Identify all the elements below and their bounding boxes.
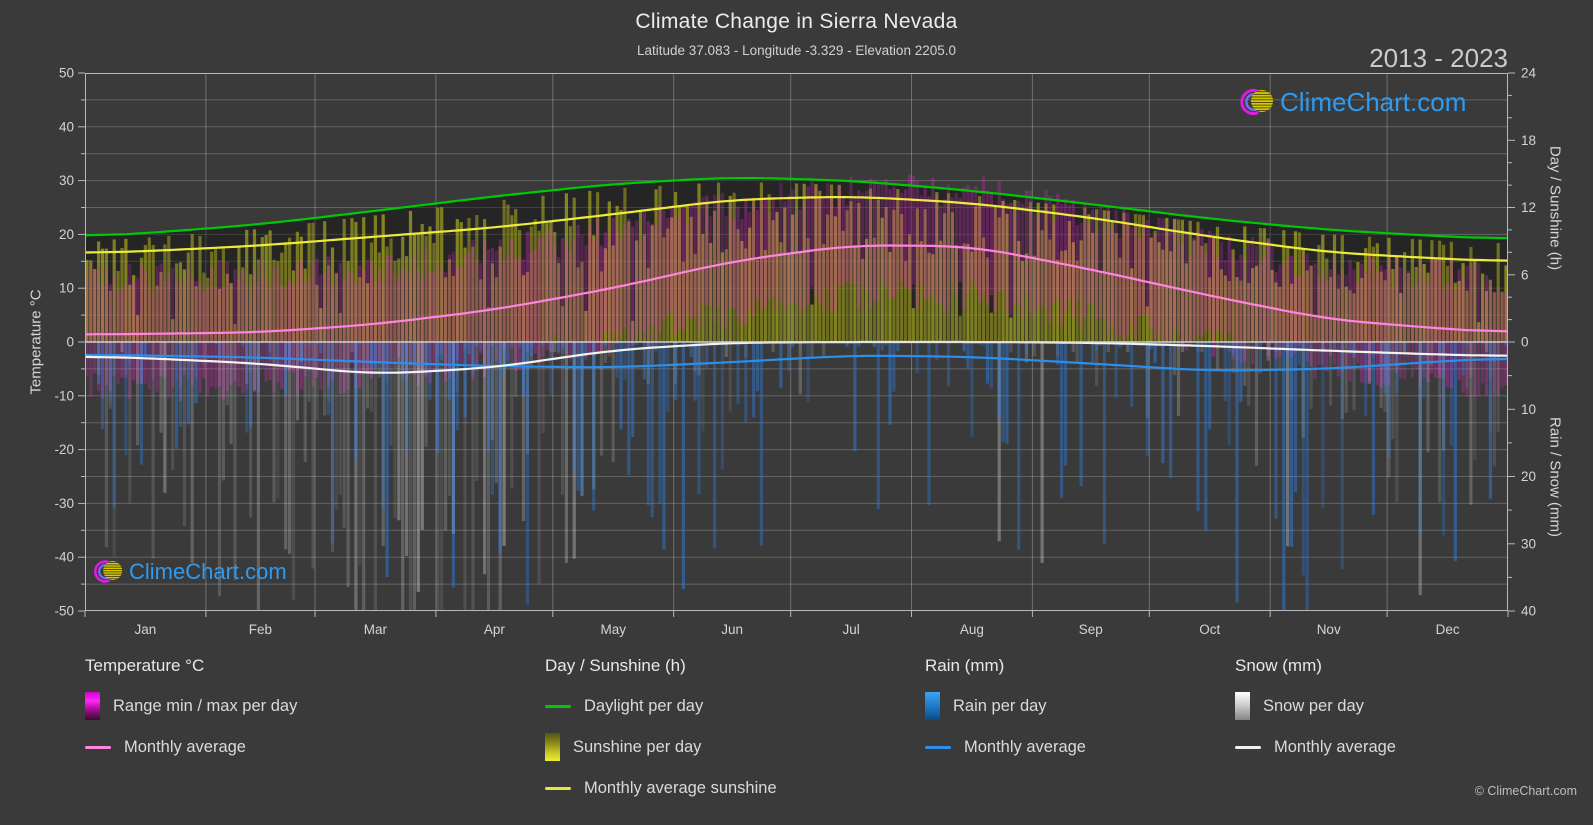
rain-daily-bars <box>97 342 1508 611</box>
rain-average-line <box>85 353 1508 372</box>
legend-item: Snow per day <box>1235 692 1396 720</box>
rain-swatch <box>925 692 940 720</box>
legend-item: Monthly average <box>85 733 297 761</box>
rain-average-line-swatch <box>925 745 951 749</box>
month-label: Jan <box>135 622 157 637</box>
legend-group-snow: Snow (mm) Snow per day Monthly average <box>1235 656 1396 774</box>
legend-item-label: Monthly average sunshine <box>584 778 777 797</box>
legend-item: Monthly average sunshine <box>545 774 777 802</box>
daylight-line-swatch <box>545 704 571 708</box>
climechart-logo-text: ClimeChart.com <box>129 558 287 584</box>
climechart-logo-top[interactable]: ClimeChart.com <box>1238 84 1466 120</box>
sunshine-tick-label: 24 <box>1521 66 1537 81</box>
legend-group-title: Rain (mm) <box>925 656 1005 675</box>
temperature-average-line <box>85 244 1508 336</box>
month-label: Sep <box>1079 622 1103 637</box>
legend-group-day-sunshine: Day / Sunshine (h) Daylight per day Suns… <box>545 656 777 815</box>
copyright-text: © ClimeChart.com <box>1474 784 1577 798</box>
temp-tick-label: 40 <box>59 119 74 134</box>
climate-plot: -50 -40 -30 -20 -10 0 10 20 30 40 50 24 18 12 6 0 10 20 30… <box>54 66 1536 638</box>
rain-snow-tick-label: 30 <box>1521 536 1536 551</box>
legend-item-label: Monthly average <box>124 737 246 756</box>
sunshine-tick-label: 18 <box>1521 133 1536 148</box>
legend-item: Sunshine per day <box>545 733 777 761</box>
chart-title: Climate Change in Sierra Nevada <box>635 10 958 33</box>
legend-group-title: Snow (mm) <box>1235 656 1322 675</box>
climechart-logo-icon <box>1240 89 1273 115</box>
legend-item-label: Rain per day <box>953 696 1047 715</box>
month-label: Feb <box>249 622 272 637</box>
month-label: Mar <box>364 622 388 637</box>
chart-subtitle: Latitude 37.083 - Longitude -3.329 - Ele… <box>637 43 956 58</box>
temp-tick-label: 20 <box>59 227 74 242</box>
legend-item-label: Sunshine per day <box>573 737 702 756</box>
climechart-logo-bottom[interactable]: ClimeChart.com <box>92 556 287 587</box>
day-sunshine-axis-title: Day / Sunshine (h) <box>1546 145 1564 271</box>
legend-item-label: Range min / max per day <box>113 696 298 715</box>
month-label: Aug <box>960 622 984 637</box>
snow-daily-bars <box>97 342 1500 611</box>
temp-tick-label: -10 <box>54 388 74 403</box>
legend-group-title: Temperature °C <box>85 656 205 675</box>
snow-swatch <box>1235 692 1250 720</box>
temp-range-swatch <box>85 692 100 720</box>
legend-item: Monthly average <box>925 733 1086 761</box>
legend-item: Daylight per day <box>545 692 777 720</box>
data-layer <box>85 174 1508 611</box>
sunshine-average-line <box>85 196 1508 262</box>
sunshine-swatch <box>545 733 560 761</box>
temp-average-line-swatch <box>85 745 111 749</box>
legend-item-label: Snow per day <box>1263 696 1364 715</box>
temp-tick-label: 0 <box>66 335 74 350</box>
month-label: May <box>601 622 627 637</box>
legend-group-rain: Rain (mm) Rain per day Monthly average <box>925 656 1086 774</box>
month-label: Oct <box>1199 622 1220 637</box>
legend-item-label: Daylight per day <box>584 696 704 715</box>
legend-group-temperature: Temperature °C Range min / max per day M… <box>85 656 297 774</box>
temp-tick-label: -40 <box>54 550 74 565</box>
legend-item-label: Monthly average <box>1274 737 1396 756</box>
legend: Temperature °C Range min / max per day M… <box>0 648 1593 808</box>
temp-tick-label: 50 <box>59 66 74 81</box>
legend-item: Range min / max per day <box>85 692 297 720</box>
axis-ticks <box>78 72 1515 617</box>
month-label: Jul <box>842 622 859 637</box>
sunshine-tick-label: 0 <box>1521 335 1529 350</box>
sunshine-tick-label: 12 <box>1521 200 1536 215</box>
rain-snow-tick-label: 20 <box>1521 469 1536 484</box>
plot-border <box>85 73 1508 611</box>
daylight-line <box>85 177 1508 240</box>
month-label: Dec <box>1436 622 1460 637</box>
rain-snow-tick-label: 40 <box>1521 604 1536 619</box>
sunshine-tick-label: 6 <box>1521 267 1529 282</box>
month-label: Nov <box>1317 622 1341 637</box>
snow-average-line-swatch <box>1235 745 1261 749</box>
legend-item: Monthly average <box>1235 733 1396 761</box>
legend-group-title: Day / Sunshine (h) <box>545 656 686 675</box>
climechart-logo-icon <box>93 560 123 583</box>
temp-tick-label: -20 <box>54 442 74 457</box>
temp-tick-label: 30 <box>59 173 74 188</box>
temp-tick-label: -30 <box>54 496 74 511</box>
temp-tick-label: -50 <box>54 604 74 619</box>
legend-item: Rain per day <box>925 692 1086 720</box>
year-range-label: 2013 - 2023 <box>1369 43 1508 73</box>
climechart-logo-text: ClimeChart.com <box>1280 86 1467 117</box>
rain-snow-axis-title: Rain / Snow (mm) <box>1546 416 1564 538</box>
legend-item-label: Monthly average <box>964 737 1086 756</box>
temperature-axis-title: Temperature °C <box>27 289 45 395</box>
axis-tick-labels: -50 -40 -30 -20 -10 0 10 20 30 40 50 24 18 12 6 0 10 20 30… <box>54 66 1536 638</box>
temperature-range-bars <box>85 174 1508 400</box>
rain-snow-tick-label: 10 <box>1521 402 1536 417</box>
sunshine-average-line-swatch <box>545 786 571 790</box>
month-label: Jun <box>721 622 743 637</box>
month-label: Apr <box>484 622 506 637</box>
temp-tick-label: 10 <box>59 281 74 296</box>
